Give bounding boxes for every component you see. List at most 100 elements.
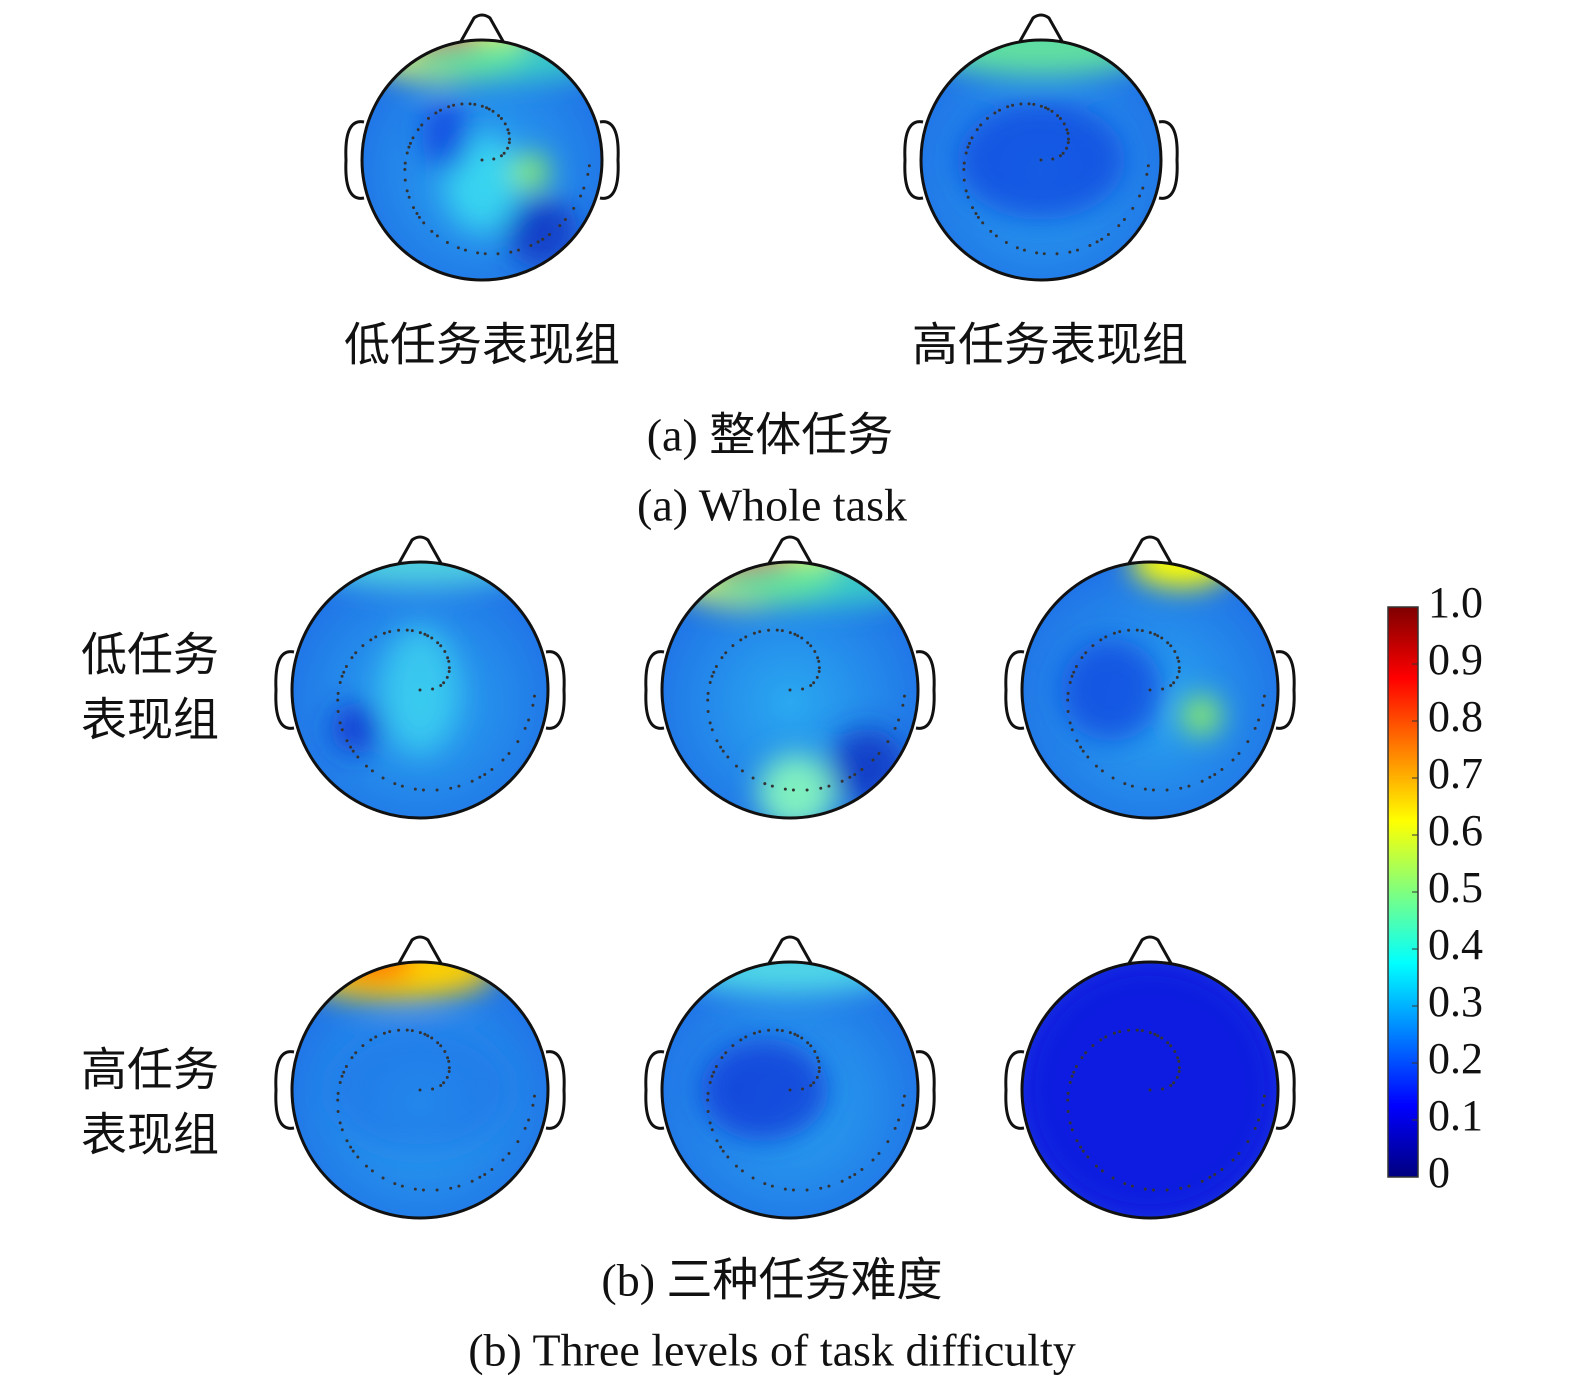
electrode <box>793 632 797 636</box>
electrode <box>388 1030 392 1034</box>
electrode <box>447 105 451 109</box>
activity-spot <box>330 702 382 755</box>
electrode <box>744 1035 748 1039</box>
electrode <box>720 1056 724 1060</box>
electrode <box>985 116 989 120</box>
electrode <box>490 1167 494 1171</box>
electrode <box>788 631 792 635</box>
activity-spot <box>674 962 906 995</box>
electrode <box>426 116 430 120</box>
electrode <box>1100 1169 1104 1173</box>
electrode <box>413 787 417 791</box>
electrode <box>871 1158 875 1162</box>
ear <box>644 1050 665 1130</box>
electrode <box>1065 128 1069 132</box>
electrode <box>813 1050 817 1054</box>
electrode <box>962 178 966 182</box>
electrode <box>740 1169 744 1173</box>
caption: (a) Whole task <box>637 480 907 531</box>
ear <box>274 650 295 730</box>
electrode <box>763 782 767 786</box>
colorbar-axis: 0 0.1 0.2 0.3 0.4 0.5 0.6 0.7 0.8 0.9 1.0 <box>1412 578 1483 1197</box>
head-outline <box>1020 560 1280 820</box>
electrode <box>1141 186 1145 190</box>
electrode <box>1066 1098 1070 1102</box>
electrode <box>397 1028 401 1032</box>
electrode <box>340 674 344 678</box>
electrode <box>507 1151 511 1155</box>
electrode <box>1070 674 1074 678</box>
electrode <box>1111 1176 1115 1180</box>
electrode <box>407 195 411 199</box>
electrode <box>1079 1145 1083 1149</box>
electrode <box>1160 636 1164 640</box>
electrode <box>478 1175 482 1179</box>
electrode <box>817 669 821 673</box>
electrode <box>403 161 407 165</box>
electrode <box>531 1103 535 1107</box>
topomap <box>1004 535 1296 820</box>
electrode <box>354 1051 358 1055</box>
electrode <box>405 628 409 632</box>
electrode <box>563 217 567 221</box>
electrode <box>1261 703 1265 707</box>
electrode <box>1112 631 1116 635</box>
electrode <box>1122 217 1126 221</box>
row-label: 表现组 <box>81 1110 219 1161</box>
ear <box>344 120 365 200</box>
electrode <box>1027 102 1031 106</box>
electrode <box>1104 1035 1108 1039</box>
electrode <box>998 108 1002 112</box>
electrode <box>497 114 501 118</box>
electrode <box>751 1176 755 1180</box>
electrode <box>739 638 743 642</box>
electrode <box>506 146 510 150</box>
electrode <box>408 141 412 145</box>
electrode <box>893 726 897 730</box>
electrode <box>1200 1179 1204 1183</box>
electrode <box>751 776 755 780</box>
electrode <box>1091 644 1095 648</box>
electrode <box>966 195 970 199</box>
electrode <box>403 167 407 171</box>
electrode <box>442 1081 446 1085</box>
electrode <box>527 718 531 722</box>
electrode <box>447 669 451 673</box>
electrode <box>724 651 728 655</box>
electrode <box>1177 659 1181 663</box>
electrode <box>485 106 489 110</box>
topomap <box>1004 935 1296 1220</box>
electrode <box>447 1066 451 1070</box>
electrode <box>340 728 344 732</box>
electrode <box>712 670 716 674</box>
electrode <box>719 745 723 749</box>
electrode <box>1065 146 1069 150</box>
electrode <box>400 1184 404 1188</box>
electrode <box>445 1075 449 1079</box>
electrode <box>457 1184 461 1188</box>
electrode <box>338 680 342 684</box>
head-outline <box>919 38 1163 282</box>
electrode <box>706 1109 710 1113</box>
electrode <box>897 718 901 722</box>
electrode <box>1068 680 1072 684</box>
electrode <box>1213 1172 1217 1176</box>
electrode <box>710 1128 714 1132</box>
electrode <box>1175 675 1179 679</box>
electrode <box>501 758 505 762</box>
electrode <box>446 1056 450 1060</box>
electrode <box>447 1069 451 1073</box>
electrode <box>1173 650 1177 654</box>
electrode <box>901 1103 905 1107</box>
electrode <box>817 1059 821 1063</box>
ear <box>644 650 665 730</box>
activity-spot <box>921 40 1161 76</box>
electrode <box>1068 1121 1072 1125</box>
electrode <box>775 628 779 632</box>
electrode <box>1156 634 1160 638</box>
electrode <box>423 632 427 636</box>
electrode <box>1176 656 1180 660</box>
electrode <box>1208 775 1212 779</box>
electrode <box>579 194 583 198</box>
electrode <box>1055 252 1059 256</box>
